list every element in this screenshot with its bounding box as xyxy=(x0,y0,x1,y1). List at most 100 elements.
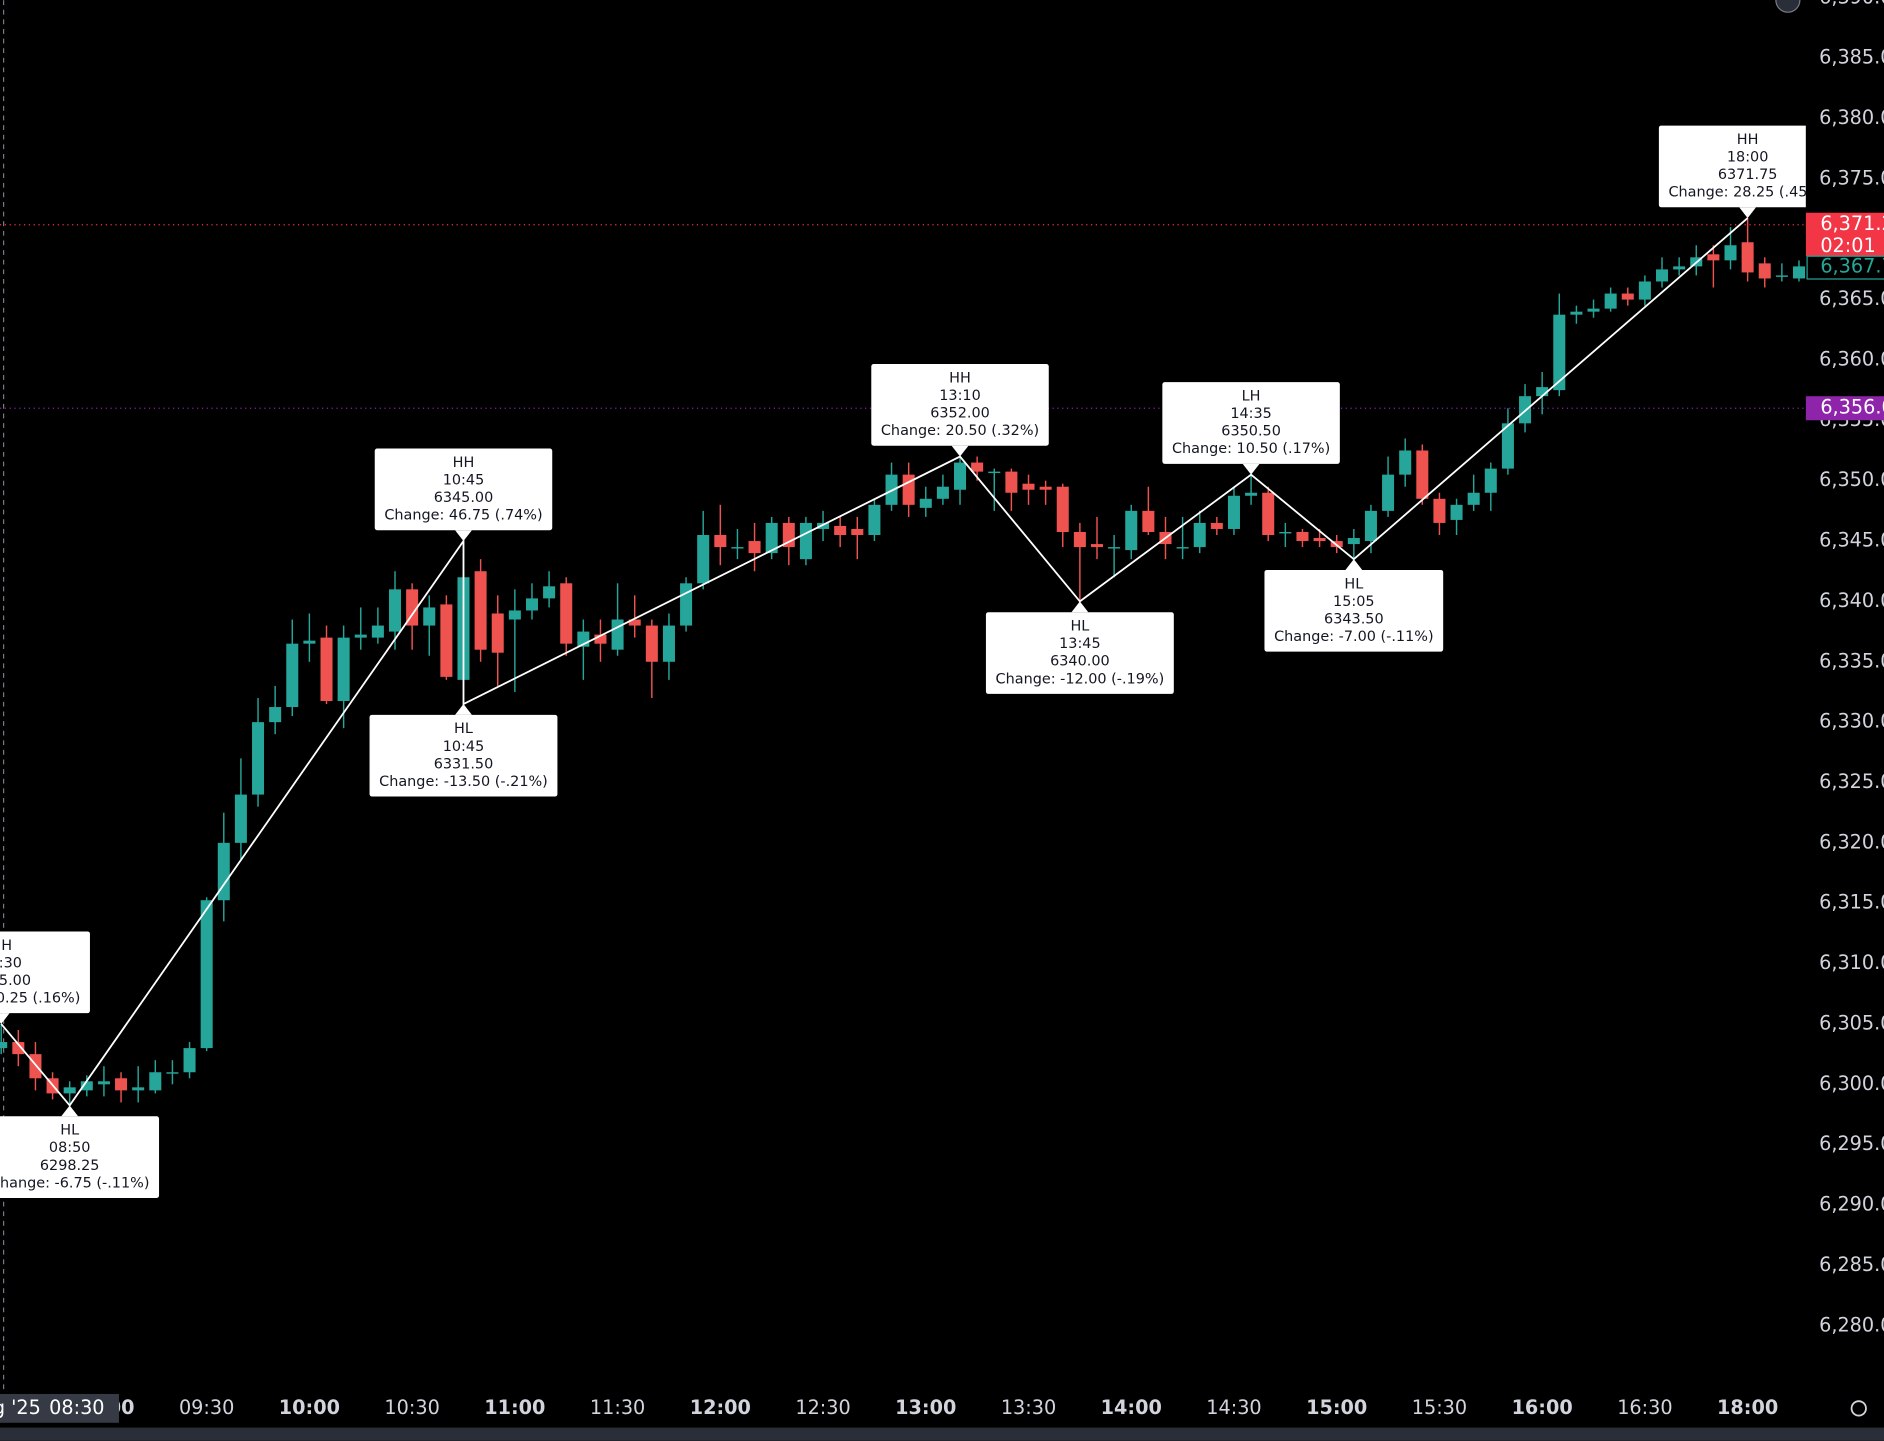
pivot-box xyxy=(1658,125,1806,208)
pivot-time: 08:50 xyxy=(49,1140,91,1156)
y-tick-label: 6,285.0 xyxy=(1819,1253,1884,1276)
candle-body xyxy=(286,643,299,708)
x-tick-label: 11:00 xyxy=(484,1396,545,1419)
candle-body xyxy=(29,1054,42,1079)
candle-body xyxy=(1210,522,1223,529)
candle-body xyxy=(1416,450,1429,499)
y-tick-label: 6,390.0 xyxy=(1819,0,1884,8)
candle-body xyxy=(645,625,658,662)
pivot-box xyxy=(1162,382,1340,464)
pivot-pointer xyxy=(455,704,472,715)
y-tick-label: 6,380.0 xyxy=(1819,106,1884,129)
candle-body xyxy=(834,525,847,536)
last-price-label: 6,367.7 xyxy=(1820,254,1884,277)
candle-body xyxy=(303,640,316,644)
candle-body xyxy=(252,722,265,795)
candle-body xyxy=(183,1048,196,1073)
x-tick-label: 12:30 xyxy=(795,1396,850,1419)
y-tick-label: 6,375.0 xyxy=(1819,166,1884,189)
candle-body xyxy=(97,1081,110,1085)
crosshair-time: 08:30 xyxy=(49,1396,104,1419)
candle-body xyxy=(765,522,778,554)
pivot-change: Change: 46.75 (.74%) xyxy=(384,508,542,524)
pivot-type: LH xyxy=(1242,389,1261,405)
pivot-pointer xyxy=(1242,463,1260,475)
candle-body xyxy=(337,637,350,702)
pivot-change: Change: 10.25 (.16%) xyxy=(0,990,80,1006)
x-tick-label: 11:30 xyxy=(590,1396,645,1419)
x-tick-label: 16:00 xyxy=(1512,1396,1573,1419)
candle-body xyxy=(1536,387,1549,397)
candle-body xyxy=(1056,486,1069,532)
pivot-price: 6298.25 xyxy=(40,1158,100,1174)
price-line-label-bg xyxy=(1805,212,1884,256)
candle-body xyxy=(1125,510,1138,551)
candle-body xyxy=(371,625,384,638)
candle-body xyxy=(149,1072,162,1091)
candle-body xyxy=(269,707,282,723)
candle-body xyxy=(988,471,1001,474)
pivot-time: 13:45 xyxy=(1059,636,1101,652)
y-tick-label: 6,305.0 xyxy=(1819,1011,1884,1034)
y-tick-label: 6,300.0 xyxy=(1819,1072,1884,1095)
candle-body xyxy=(919,498,932,508)
pivot-time: 15:05 xyxy=(1333,594,1375,610)
candle-body xyxy=(1399,450,1412,475)
y-tick-label: 6,345.0 xyxy=(1819,529,1884,552)
candle-body xyxy=(1621,293,1634,300)
y-tick-label: 6,295.0 xyxy=(1819,1132,1884,1155)
x-tick-label: 13:00 xyxy=(895,1396,956,1419)
pivot-change: Change: -6.75 (-.11%) xyxy=(0,1175,149,1191)
pivot-type: HL xyxy=(60,1123,79,1139)
candle-body xyxy=(320,637,333,702)
candle-body xyxy=(1553,314,1566,391)
pivot-box xyxy=(1264,569,1444,652)
price-line-label: 6,371.2 xyxy=(1820,212,1884,235)
pivot-pointer xyxy=(1071,601,1089,613)
x-tick-label: 12:00 xyxy=(690,1396,751,1419)
candle-body xyxy=(1501,423,1514,469)
pivot-time: 10:45 xyxy=(443,472,485,488)
pivot-type: HH xyxy=(0,938,12,954)
candle-body xyxy=(1467,492,1480,505)
candle-body xyxy=(1741,242,1754,273)
candle-body xyxy=(217,842,230,901)
candle-body xyxy=(423,607,436,626)
pivot-change: Change: 10.50 (.17%) xyxy=(1172,441,1330,457)
candle-body xyxy=(680,583,693,626)
pivot-box xyxy=(985,612,1174,694)
pivot-time: 08:30 xyxy=(0,955,22,971)
pivot-time: 10:45 xyxy=(443,739,485,755)
pivot-price: 6340.00 xyxy=(1050,654,1110,670)
candle-body xyxy=(1484,468,1497,493)
candle-body xyxy=(799,522,812,560)
candle-body xyxy=(1382,474,1395,511)
candle-body xyxy=(1005,471,1018,493)
candle-body xyxy=(697,535,710,584)
pivot-price: 6352.00 xyxy=(930,406,990,422)
pivot-box xyxy=(0,1116,160,1198)
pivot-pointer xyxy=(951,445,969,457)
candle-body xyxy=(714,535,727,548)
crosshair-date: g '25 xyxy=(0,1396,41,1419)
candle-body xyxy=(1108,547,1121,549)
pivot-box xyxy=(0,931,90,1014)
candle-body xyxy=(1262,492,1275,536)
pivot-pointer xyxy=(1345,559,1363,570)
candle-body xyxy=(1296,531,1309,542)
last-price-bg xyxy=(1806,255,1884,280)
pivot-box xyxy=(871,364,1049,446)
candle-body xyxy=(354,634,367,638)
candle-body xyxy=(1638,281,1651,300)
candle-body xyxy=(1673,266,1686,270)
pivot-price: 6331.50 xyxy=(434,756,494,772)
x-tick-label: 16:30 xyxy=(1617,1396,1672,1419)
